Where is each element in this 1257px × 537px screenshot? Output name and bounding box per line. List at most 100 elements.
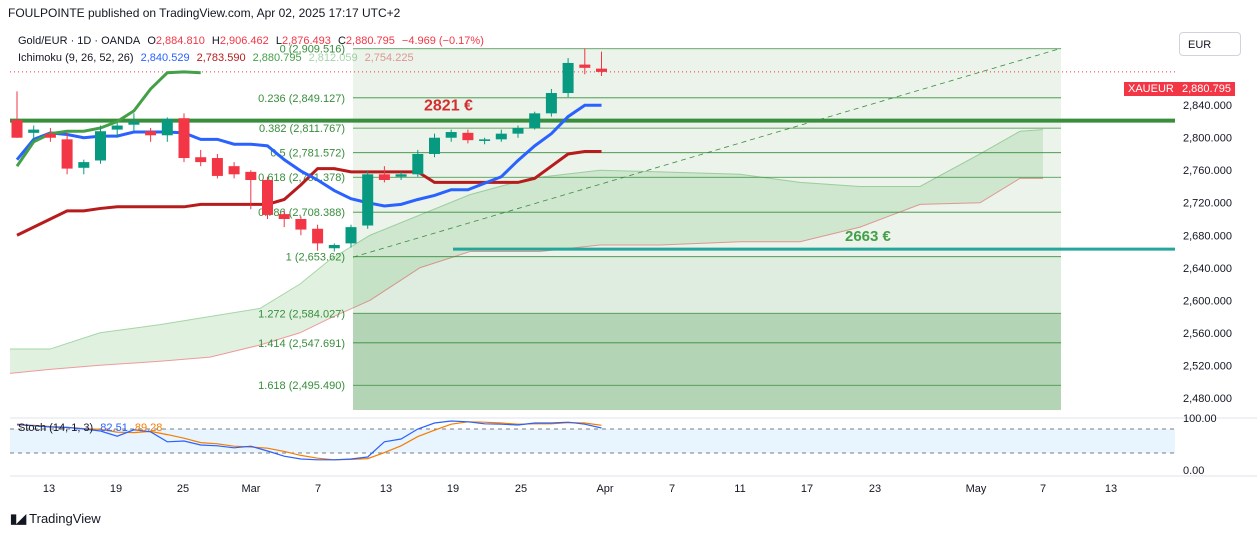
time-axis-label: 19 bbox=[447, 483, 459, 495]
chikou-span-line bbox=[15, 70, 201, 168]
candle-body bbox=[262, 179, 273, 215]
candle-body bbox=[362, 174, 374, 226]
symbol-price-tag: XAUEUR bbox=[1124, 82, 1178, 96]
fib-level-label: 1 (2,653.62) bbox=[286, 252, 345, 264]
candle-body bbox=[211, 158, 223, 176]
stoch-label: Stoch (14, 1, 3) bbox=[18, 422, 94, 434]
ichimoku-cloud bbox=[10, 129, 1043, 374]
stoch-band bbox=[10, 429, 1175, 453]
tradingview-logo-icon: ▮◢ bbox=[10, 511, 26, 526]
time-axis-label: 7 bbox=[669, 483, 675, 495]
candle-body bbox=[462, 132, 474, 141]
fib-level-label: 1.272 (2,584.027) bbox=[258, 308, 345, 320]
price-axis-label: 2,840.000 bbox=[1183, 100, 1232, 112]
fib-zone-upper bbox=[353, 48, 1061, 257]
time-axis-label: 7 bbox=[1040, 483, 1046, 495]
fib-zone-middle bbox=[353, 256, 1061, 314]
stoch-axis-100: 100.00 bbox=[1183, 413, 1217, 425]
kijun-sen-line bbox=[16, 150, 602, 237]
candle-body bbox=[161, 119, 173, 136]
candle-body bbox=[378, 174, 390, 180]
candle-body bbox=[28, 129, 40, 133]
time-axis-label: 13 bbox=[43, 483, 55, 495]
candle-body bbox=[479, 139, 491, 141]
senkou-span-b-line bbox=[9, 177, 1043, 374]
candle-body bbox=[278, 214, 290, 219]
ichimoku-label: Ichimoku (9, 26, 52, 26) bbox=[18, 52, 134, 64]
legend-high: H2,906.462 bbox=[211, 35, 269, 47]
ichimoku-legend[interactable]: Ichimoku (9, 26, 52, 26) 2,840.529 2,783… bbox=[18, 52, 418, 64]
legend-low: L2,876.493 bbox=[275, 35, 331, 47]
fib-level-label: 1.414 (2,547.691) bbox=[258, 338, 345, 350]
currency-unit-selector[interactable]: EUR bbox=[1179, 32, 1241, 56]
candle-body bbox=[395, 174, 407, 177]
fib-level-label: 0.786 (2,708.388) bbox=[258, 207, 345, 219]
price-axis-label: 2,480.000 bbox=[1183, 393, 1232, 405]
candle-body bbox=[529, 113, 541, 128]
time-axis-label: Mar bbox=[242, 483, 261, 495]
publisher-line: FOULPOINTE published on TradingView.com,… bbox=[8, 6, 401, 20]
time-axis-label: 7 bbox=[315, 483, 321, 495]
candle-body bbox=[429, 137, 440, 154]
candle-body bbox=[228, 166, 240, 175]
candle-body bbox=[345, 227, 357, 244]
brand-label: TradingView bbox=[29, 511, 101, 526]
candle-body bbox=[44, 133, 56, 138]
fib-level-label: 0.5 (2,781.572) bbox=[270, 148, 345, 160]
candle-body bbox=[328, 245, 340, 249]
candle-body bbox=[245, 171, 257, 180]
candle-body bbox=[111, 125, 123, 130]
candle-body bbox=[445, 132, 457, 138]
fib-trend-line bbox=[352, 47, 1062, 258]
tenkan-sen-line bbox=[15, 103, 602, 208]
time-axis-label: 19 bbox=[110, 483, 122, 495]
symbol-name[interactable]: Gold/EUR · 1D · OANDA bbox=[18, 35, 141, 47]
price-axis-label: 2,520.000 bbox=[1183, 360, 1232, 372]
price-axis-label: 2,600.000 bbox=[1183, 295, 1232, 307]
time-axis-label: 25 bbox=[177, 483, 189, 495]
candle-body bbox=[178, 118, 190, 159]
legend-close: C2,880.795 bbox=[337, 35, 395, 47]
fib-level-label: 0.382 (2,811.767) bbox=[259, 123, 345, 135]
candle-body bbox=[78, 162, 90, 168]
candle-body bbox=[562, 62, 574, 94]
ichimoku-tenkan-value: 2,840.529 bbox=[140, 52, 190, 64]
ichimoku-spanA-value: 2,812.059 bbox=[308, 52, 358, 64]
time-axis-label: 17 bbox=[801, 483, 813, 495]
time-axis-label: 25 bbox=[515, 483, 527, 495]
symbol-legend: Gold/EUR · 1D · OANDA O2,884.810 H2,906.… bbox=[18, 35, 488, 47]
price-axis-label: 2,800.000 bbox=[1183, 133, 1232, 145]
tradingview-brand[interactable]: ▮◢ TradingView bbox=[10, 511, 101, 527]
candle-body bbox=[545, 93, 557, 114]
time-axis-label: 13 bbox=[1105, 483, 1117, 495]
stoch-legend[interactable]: Stoch (14, 1, 3) 82.51 89.28 bbox=[18, 422, 166, 434]
fib-level-label: 0.236 (2,849.127) bbox=[258, 93, 345, 105]
ichimoku-kijun-value: 2,783.590 bbox=[196, 52, 246, 64]
price-axis-label: 2,720.000 bbox=[1183, 198, 1232, 210]
candle-body bbox=[145, 131, 157, 136]
candle-body bbox=[195, 157, 207, 163]
stoch-d-value: 89.28 bbox=[134, 422, 163, 434]
candle-body bbox=[579, 64, 591, 68]
annotation-2663: 2663 € bbox=[845, 228, 892, 245]
stoch-axis-0: 0.00 bbox=[1183, 465, 1204, 477]
candle-body bbox=[495, 133, 507, 140]
stoch-k-value: 82.51 bbox=[100, 422, 128, 434]
candle-body bbox=[512, 127, 524, 134]
candle-body bbox=[128, 121, 140, 125]
price-axis-label: 2,760.000 bbox=[1183, 165, 1232, 177]
price-axis-label: 2,640.000 bbox=[1183, 263, 1232, 275]
legend-change: −4.969 (−0.17%) bbox=[401, 35, 484, 47]
candle-body bbox=[295, 219, 307, 230]
price-axis-label: 2,680.000 bbox=[1183, 230, 1232, 242]
senkou-span-a-line bbox=[10, 129, 1044, 350]
time-axis-label: 23 bbox=[869, 483, 881, 495]
legend-open: O2,884.810 bbox=[147, 35, 205, 47]
time-axis-label: 13 bbox=[380, 483, 392, 495]
last-price-tag: 2,880.795 bbox=[1178, 82, 1235, 96]
ichimoku-chikou-value: 2,880.795 bbox=[252, 52, 302, 64]
time-axis-label: Apr bbox=[596, 483, 613, 495]
fib-level-label: 1.618 (2,495.490) bbox=[258, 380, 345, 392]
candle-body bbox=[596, 68, 607, 72]
